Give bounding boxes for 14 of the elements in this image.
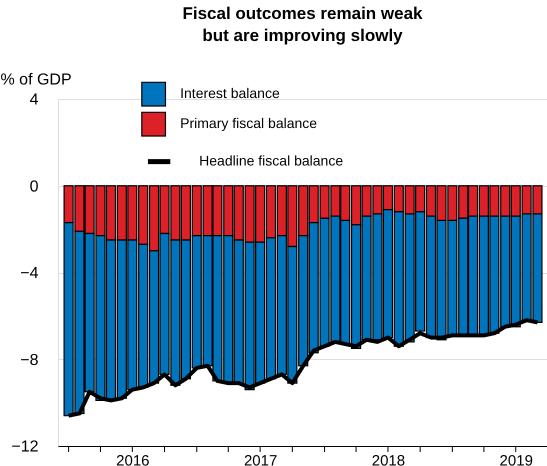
y-tick-label: −12 [11,438,39,456]
legend-label: Primary fiscal balance [180,115,318,132]
y-axis-title: % of GDP [0,72,72,88]
legend-label: Interest balance [180,85,280,102]
chart-title: Fiscal outcomes remain weak but are improving slowly [182,4,424,45]
x-tick-label: 2016 [116,452,150,466]
y-tick-label: 0 [30,178,39,196]
y-tick-label: −8 [20,352,39,369]
y-tick-label: 4 [30,92,39,108]
y-tick-label: −4 [20,265,39,282]
x-tick-label: 2017 [244,452,278,466]
legend-label: Headline fiscal balance [199,152,344,169]
x-tick-label: 2019 [500,452,533,466]
x-tick-label: 2018 [372,452,406,466]
